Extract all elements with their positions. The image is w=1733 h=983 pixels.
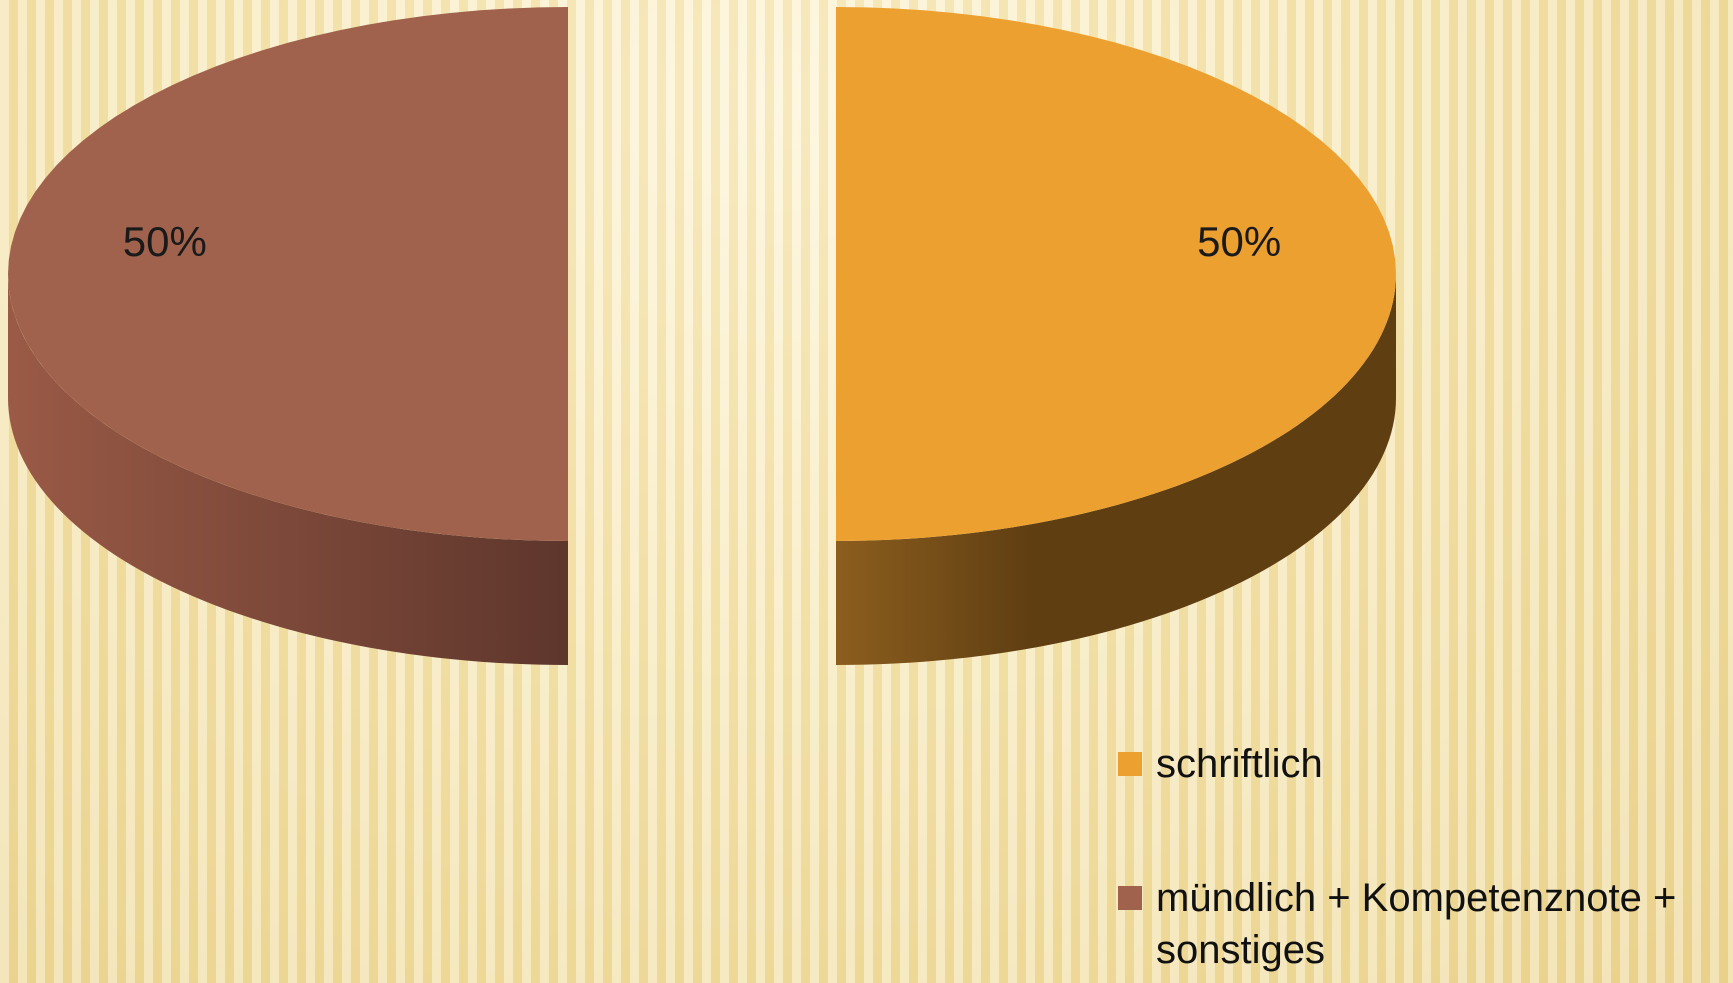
legend-swatch <box>1118 752 1142 776</box>
legend-label: mündlich + Kompetenznote + sonstiges <box>1156 876 1677 972</box>
slice-side <box>836 274 1396 665</box>
slice-side <box>8 274 568 665</box>
slice <box>836 7 1396 541</box>
data-label: 50% <box>123 218 207 265</box>
slice <box>8 7 568 541</box>
legend-swatch <box>1118 886 1142 910</box>
data-label: 50% <box>1197 218 1281 265</box>
legend-label: schriftlich <box>1156 742 1323 786</box>
